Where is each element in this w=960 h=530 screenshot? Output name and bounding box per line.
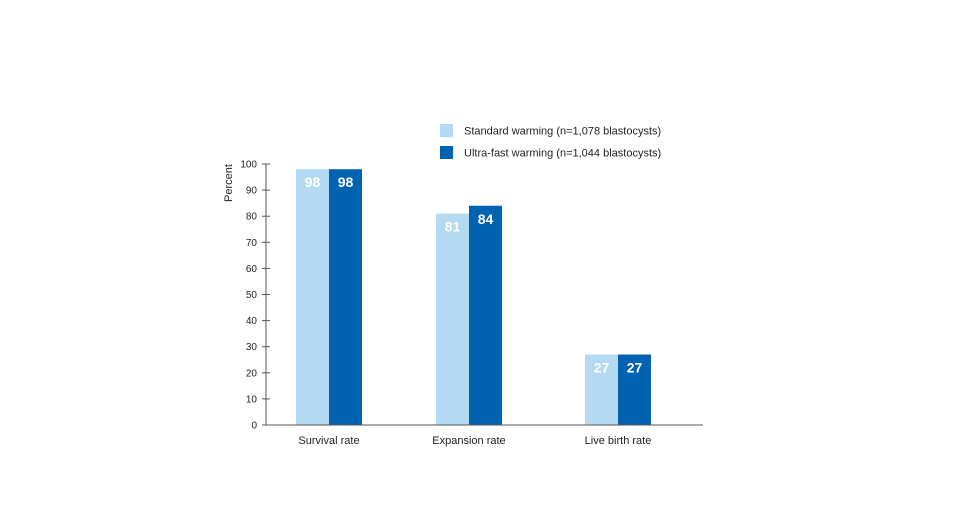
- x-tick-label: Expansion rate: [432, 435, 505, 447]
- data-label: 81: [445, 219, 461, 235]
- data-label: 84: [478, 211, 494, 227]
- bars: 98 98 81 84 27 27: [296, 169, 651, 425]
- legend: Standard warming (n=1,078 blastocysts) Ul…: [440, 124, 661, 160]
- legend-swatch: [440, 124, 453, 137]
- bar: [436, 213, 469, 425]
- y-tick-label: 0: [251, 421, 257, 432]
- y-axis: 0 10 20 30 40 50 60 70 80 90 100: [240, 160, 270, 432]
- y-tick-label: 60: [246, 264, 258, 275]
- y-tick-label: 90: [246, 186, 258, 197]
- y-tick-label: 100: [240, 160, 257, 171]
- x-tick-label: Live birth rate: [585, 435, 652, 447]
- y-tick-label: 10: [246, 394, 258, 405]
- y-axis-label: Percent: [223, 164, 235, 202]
- bar: [296, 169, 329, 425]
- data-label: 98: [338, 174, 354, 190]
- y-tick-label: 30: [246, 342, 258, 353]
- data-label: 98: [305, 174, 321, 190]
- y-tick-label: 50: [246, 290, 258, 301]
- y-tick-label: 70: [246, 238, 258, 249]
- bar: [585, 354, 618, 425]
- y-tick-label: 20: [246, 368, 258, 379]
- legend-label: Standard warming (n=1,078 blastocysts): [464, 126, 661, 138]
- x-tick-label: Survival rate: [298, 435, 359, 447]
- bar: [618, 354, 651, 425]
- y-tick-label: 80: [246, 212, 258, 223]
- y-tick-label: 40: [246, 316, 258, 327]
- legend-swatch: [440, 146, 453, 159]
- data-label: 27: [594, 360, 610, 376]
- bar: [469, 205, 502, 425]
- bar: [329, 169, 362, 425]
- x-axis: Survival rate Expansion rate Live birth ra…: [266, 424, 703, 447]
- legend-label: Ultra-fast warming (n=1,044 blastocysts): [464, 148, 661, 160]
- data-label: 27: [627, 360, 643, 376]
